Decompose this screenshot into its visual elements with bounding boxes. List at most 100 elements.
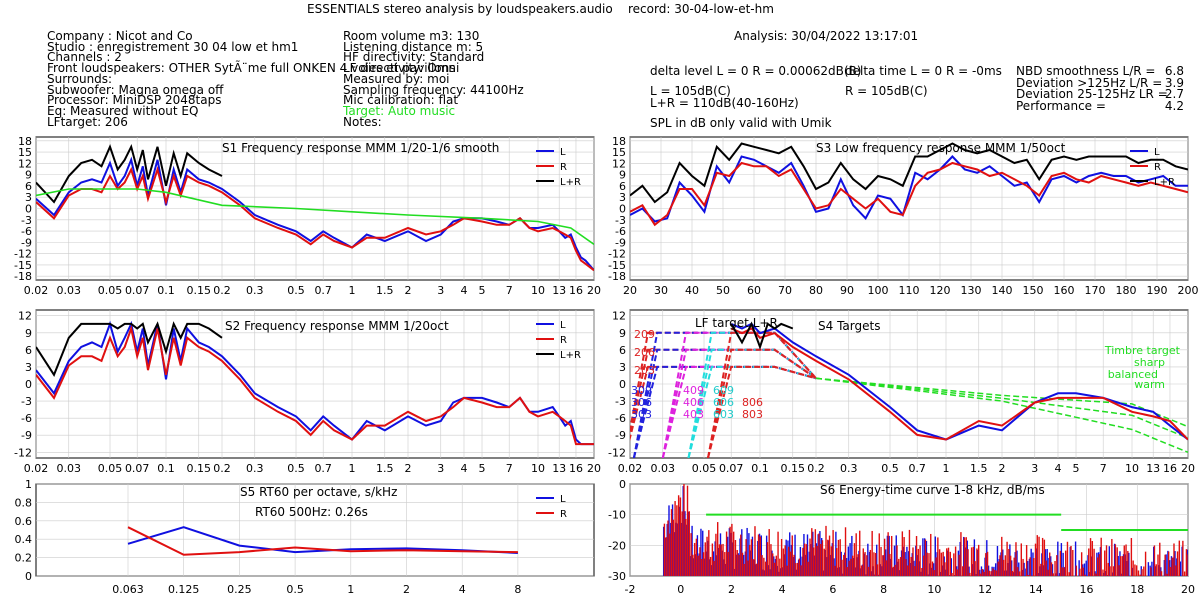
target-label: 303: [631, 408, 652, 421]
x-tick-label: 0.1: [157, 462, 175, 475]
x-tick-label: 3: [437, 284, 444, 297]
etc-bar-R: [791, 535, 793, 576]
etc-bar-R: [1169, 567, 1172, 576]
etc-bar-L: [831, 543, 834, 576]
etc-bar-R: [960, 532, 962, 576]
etc-bar-R: [850, 558, 852, 576]
info-left-line: LFtarget: 206: [47, 114, 128, 129]
etc-bar-R: [756, 563, 758, 576]
x-tick-label: 20: [587, 462, 601, 475]
etc-bar-L: [780, 568, 782, 576]
etc-bar-R: [1175, 565, 1177, 576]
etc-bar-L: [1012, 572, 1015, 576]
etc-bar-L: [840, 551, 842, 576]
y-tick-label: 12: [18, 310, 32, 323]
etc-bar-R: [683, 484, 685, 576]
etc-bar-R: [1063, 567, 1065, 576]
etc-bar-L: [728, 528, 731, 576]
etc-bar-R: [990, 571, 992, 576]
etc-bar-L: [826, 557, 828, 576]
etc-bar-R: [722, 543, 724, 576]
x-tick-label: 7: [506, 462, 513, 475]
etc-bar-R: [1182, 540, 1184, 576]
etc-bar-R: [977, 544, 980, 576]
etc-bar-R: [693, 542, 696, 576]
etc-bar-R: [938, 549, 941, 576]
etc-bar-R: [676, 505, 678, 576]
x-tick-label: 0.02: [24, 462, 49, 475]
etc-bar-R: [809, 538, 811, 576]
etc-bar-L: [1025, 568, 1027, 576]
etc-bar-R: [772, 553, 774, 576]
etc-bar-R: [931, 561, 934, 576]
etc-bar-L: [998, 558, 1000, 576]
etc-bar-R: [851, 555, 854, 576]
etc-bar-L: [1005, 570, 1008, 576]
etc-bar-R: [937, 537, 939, 576]
legend-label: L: [560, 320, 566, 331]
etc-bar-R: [701, 558, 703, 576]
etc-bar-R: [1111, 538, 1113, 576]
y-tick-label: 3: [25, 191, 32, 204]
etc-bar-L: [858, 550, 860, 576]
etc-bar-R: [663, 523, 666, 576]
etc-bar-R: [1056, 555, 1058, 576]
y-tick-label: -3: [615, 395, 626, 408]
etc-bar-R: [1033, 558, 1035, 576]
etc-bar-L: [1062, 552, 1064, 576]
etc-bar-L: [1108, 546, 1111, 576]
etc-bar-R: [695, 538, 698, 576]
etc-bar-L: [824, 549, 826, 576]
y-tick-label: -18: [608, 270, 626, 283]
etc-bar-R: [1123, 545, 1125, 576]
etc-bar-L: [973, 539, 976, 576]
x-tick-label: 0.1: [751, 462, 769, 475]
etc-bar-R: [839, 539, 841, 576]
etc-bar-L: [902, 546, 905, 576]
etc-bar-L: [1163, 560, 1166, 576]
etc-bar-R: [876, 564, 879, 576]
target-curve: [687, 348, 817, 458]
etc-bar-R: [979, 573, 982, 576]
x-tick-label: 0.03: [57, 284, 82, 297]
etc-bar-R: [1022, 558, 1024, 576]
etc-bar-L: [677, 523, 679, 576]
x-tick-label: 0.05: [98, 284, 123, 297]
y-tick-label: 0.6: [15, 515, 33, 528]
etc-bar-L: [918, 561, 921, 576]
etc-bar-R: [908, 529, 911, 576]
etc-bar-L: [943, 556, 945, 576]
legend-label: L: [1154, 147, 1160, 158]
y-tick-label: 9: [619, 169, 626, 182]
etc-bar-L: [689, 556, 692, 576]
etc-bar-R: [1185, 549, 1188, 576]
etc-bar-R: [798, 558, 801, 576]
etc-bar-L: [1010, 560, 1013, 576]
etc-bar-R: [692, 554, 694, 576]
etc-bar-R: [1054, 561, 1056, 576]
etc-bar-R: [770, 544, 772, 576]
y-tick-label: 6: [25, 180, 32, 193]
etc-bar-R: [848, 560, 850, 576]
etc-bar-L: [899, 570, 901, 576]
x-tick-label: 0.07: [125, 462, 150, 475]
etc-bar-L: [735, 554, 738, 576]
etc-bar-L: [1105, 571, 1107, 576]
target-label: 603: [713, 408, 734, 421]
etc-bar-L: [765, 535, 768, 576]
x-tick-label: 2: [405, 462, 412, 475]
etc-bar-R: [1098, 554, 1101, 576]
etc-bar-L: [680, 522, 683, 576]
x-tick-label: 3: [437, 462, 444, 475]
x-tick-label: 80: [809, 284, 823, 297]
etc-bar-L: [686, 524, 688, 576]
etc-bar-R: [921, 567, 923, 576]
x-tick-label: 1.5: [970, 462, 988, 475]
etc-bar-L: [980, 566, 983, 576]
etc-bar-L: [1151, 561, 1153, 576]
etc-bar-L: [1128, 552, 1130, 576]
x-tick-label: 0.2: [213, 462, 231, 475]
x-tick-label: 20: [1181, 462, 1195, 475]
etc-bar-L: [907, 551, 910, 576]
x-tick-label: 0.3: [840, 462, 858, 475]
